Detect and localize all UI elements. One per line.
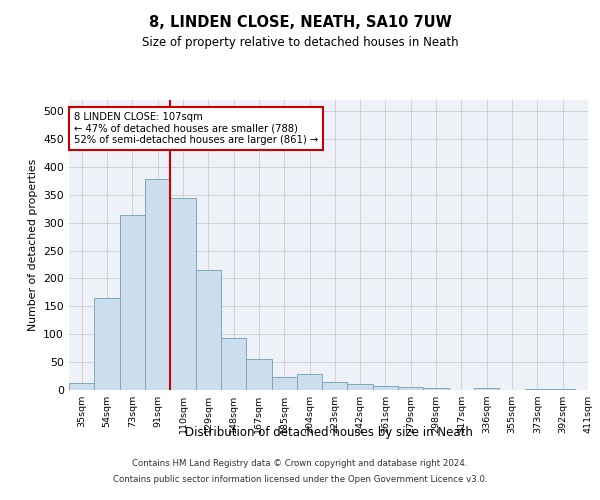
Bar [246, 360, 272, 390]
Bar [221, 338, 246, 390]
Bar [94, 298, 119, 390]
Bar [373, 386, 398, 390]
Text: Contains public sector information licensed under the Open Government Licence v3: Contains public sector information licen… [113, 476, 487, 484]
Text: Contains HM Land Registry data © Crown copyright and database right 2024.: Contains HM Land Registry data © Crown c… [132, 460, 468, 468]
Bar [69, 383, 94, 390]
Bar [272, 376, 297, 390]
Bar [474, 388, 499, 390]
Bar [322, 382, 347, 390]
Text: 8 LINDEN CLOSE: 107sqm
← 47% of detached houses are smaller (788)
52% of semi-de: 8 LINDEN CLOSE: 107sqm ← 47% of detached… [74, 112, 319, 146]
Text: 8, LINDEN CLOSE, NEATH, SA10 7UW: 8, LINDEN CLOSE, NEATH, SA10 7UW [149, 15, 451, 30]
Bar [297, 374, 322, 390]
Text: Distribution of detached houses by size in Neath: Distribution of detached houses by size … [185, 426, 473, 439]
Bar [196, 270, 221, 390]
Text: Size of property relative to detached houses in Neath: Size of property relative to detached ho… [142, 36, 458, 49]
Bar [347, 384, 373, 390]
Bar [170, 198, 196, 390]
Bar [424, 388, 449, 390]
Bar [398, 386, 424, 390]
Bar [119, 216, 145, 390]
Y-axis label: Number of detached properties: Number of detached properties [28, 159, 38, 331]
Bar [145, 179, 170, 390]
